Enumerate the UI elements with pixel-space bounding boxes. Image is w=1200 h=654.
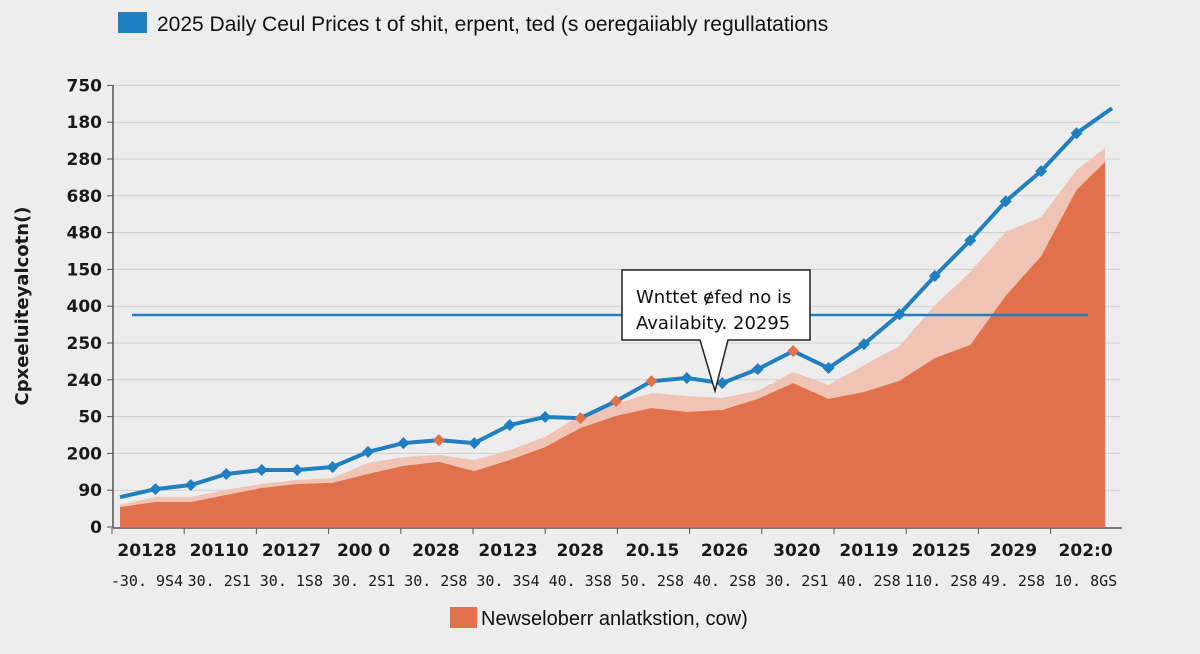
x-sub-label: 30. 2S1 [332,572,395,590]
data-point-marker [362,445,374,458]
data-point-marker [503,419,516,432]
data-point-marker [822,362,835,375]
x-tick-label: 20128 [117,541,176,561]
x-sub-label: 40. 2S8 [837,572,900,590]
data-point-marker [1035,165,1048,178]
x-sub-label: 110. 2S8 [905,572,977,590]
data-point-marker [680,371,693,384]
data-point-marker [928,270,941,283]
bottom-legend-swatch [450,607,477,628]
top-legend-swatch [118,12,147,33]
x-tick-label: 2029 [990,541,1037,561]
x-sub-label: 50. 2S8 [621,572,684,590]
x-tick-label: 3020 [773,541,820,561]
x-tick-label: 20125 [912,541,971,561]
areas [120,147,1105,527]
data-point-marker [255,463,268,476]
y-tick-label: 180 [67,113,103,133]
y-tick-label: 400 [67,297,103,317]
data-point-marker [1070,127,1083,140]
data-point-marker [751,363,764,376]
data-point-marker [149,483,162,496]
annotation-line-1: Wnttet ɇfed no is [636,287,791,308]
dark-area [120,161,1105,527]
y-tick-label: 150 [67,260,103,280]
x-tick-label: 2026 [701,541,748,561]
data-point-marker [397,437,410,450]
x-sub-label: 30. 1S8 [260,572,323,590]
data-point-marker [787,345,800,358]
gridlines [113,84,1120,491]
x-sub-label: 30. 2S1 [188,572,251,590]
x-sub-label: 40. 3S8 [549,572,612,590]
annotation-callout: Wnttet ɇfed no is Availabity. 20295 [621,269,811,394]
x-sub-label: 30. 2S8 [404,572,467,590]
price-line [119,106,1114,500]
data-point-marker [468,437,481,450]
data-point-marker [539,410,552,423]
bottom-legend-label: Newseloberr anlatkstion, cow) [481,608,748,630]
y-tick-label: 250 [67,334,103,354]
x-tick-label: 20127 [262,541,321,561]
x-tick-label: 20119 [839,541,898,561]
data-point-marker [432,434,445,447]
data-point-marker [716,377,729,390]
y-tick-label: 90 [78,481,102,501]
y-tick-label: 240 [67,371,103,391]
data-point-marker [326,461,339,474]
y-axis-label: Cpxeeluiteyalcotn() [12,206,33,405]
data-point-marker [645,375,658,388]
y-tick-label: 200 [67,444,103,464]
x-axis-ticks: 20128 -30. 9S4 20110 30. 2S1 20127 30. 1S8 200… [111,528,1117,590]
y-axis-ticks: 0 90 200 50 240 250 400 150 480 680 280 180 750 [67,76,113,538]
data-point-marker [220,468,233,481]
x-tick-label: 2028 [412,541,459,561]
x-tick-label: 20.15 [626,541,680,561]
chart-title: 2025 Daily Ceul Prices t of shit, erpent… [157,13,828,36]
y-tick-label: 480 [67,224,103,244]
x-tick-label: 20123 [478,541,537,561]
data-point-marker [610,395,622,408]
x-sub-label: -30. 9S4 [111,572,183,590]
y-tick-label: 680 [67,187,103,207]
data-point-marker [964,234,977,247]
x-tick-label: 20110 [190,541,249,561]
x-sub-label: 30. 3S4 [476,572,539,590]
x-sub-label: 30. 2S1 [765,572,828,590]
y-tick-label: 280 [67,150,103,170]
x-sub-label: 40. 2S8 [693,572,756,590]
top-legend: 2025 Daily Ceul Prices t of shit, erpent… [118,12,828,36]
y-tick-label: 0 [90,518,102,538]
x-tick-label: 2028 [557,541,604,561]
y-tick-label: 750 [67,76,103,96]
data-point-marker [999,195,1012,208]
x-sub-label: 10. 8GS [1054,572,1117,590]
x-tick-label: 200 0 [337,541,390,561]
data-point-marker [893,308,906,321]
data-point-marker [574,412,587,425]
annotation-line-2: Availabity. 20295 [636,313,790,334]
data-point-marker [291,463,304,476]
y-tick-label: 50 [78,408,102,428]
x-tick-label: 202:0 [1059,541,1113,561]
data-point-marker [184,479,197,492]
x-sub-label: 49. 2S8 [982,572,1045,590]
bottom-legend: Newseloberr anlatkstion, cow) [450,607,748,630]
data-point-marker [858,338,870,351]
callout-box [621,269,811,394]
